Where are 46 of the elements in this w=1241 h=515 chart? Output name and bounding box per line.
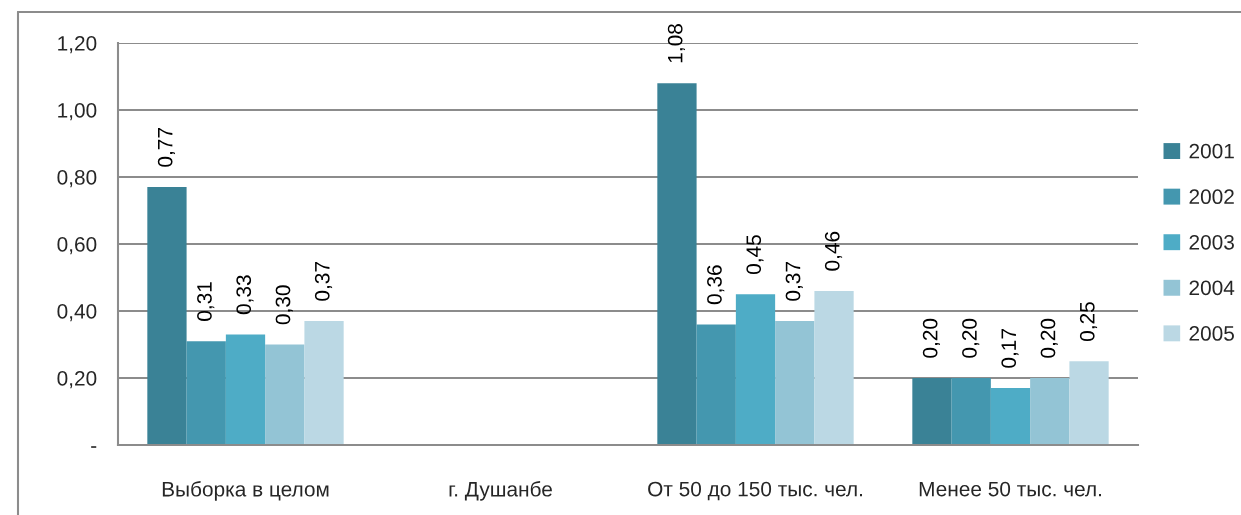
bar [225, 334, 266, 445]
data-label: 0,46 [824, 231, 843, 271]
data-label: 0,45 [746, 235, 764, 274]
legend-label: 2004 [1189, 280, 1235, 296]
bar [186, 341, 226, 445]
data-label: 0,20 [962, 318, 980, 358]
data-label: 0,25 [1079, 302, 1098, 341]
y-tick-label: 0,80 [57, 170, 97, 188]
x-tick-label: От 50 до 150 тыс. чел. [648, 481, 862, 501]
data-label: 0,77 [157, 128, 176, 167]
y-tick-label: 1,20 [58, 36, 97, 54]
bar [1030, 378, 1070, 445]
data-label: 0,37 [785, 262, 803, 301]
legend-label: 2001 [1189, 143, 1234, 159]
data-label: 0,20 [1040, 318, 1058, 358]
bar [657, 83, 697, 445]
data-label: 0,17 [1001, 329, 1019, 368]
y-tick-label: 0,60 [57, 237, 97, 255]
legend-label: 2002 [1189, 189, 1234, 205]
data-label: 1,08 [667, 24, 686, 63]
bar [990, 388, 1031, 445]
data-label: 0,31 [197, 282, 215, 321]
bar [147, 187, 187, 445]
data-label: 0,37 [314, 262, 333, 301]
x-tick-label: Выборка в целом [162, 481, 329, 501]
bar [735, 294, 776, 445]
x-tick-label: Менее 50 тыс. чел. [919, 481, 1101, 497]
y-tick-label: 0,40 [57, 304, 97, 322]
bar [696, 324, 736, 445]
data-label: 0,33 [236, 275, 254, 315]
bar [304, 321, 344, 445]
y-tick-label: 1,00 [58, 103, 97, 121]
bar [265, 344, 305, 445]
bar [951, 378, 991, 445]
bar [775, 321, 815, 445]
data-label: 0,30 [275, 285, 293, 325]
bar [912, 378, 952, 445]
y-tick-label: 0,20 [57, 371, 97, 389]
bar [1069, 361, 1109, 445]
data-label: 0,20 [922, 318, 941, 358]
x-tick-label: г. Душанбе [449, 481, 552, 501]
bar [814, 290, 854, 445]
legend-label: 2003 [1189, 234, 1234, 250]
y-tick-label: - [91, 446, 97, 448]
legend-label: 2005 [1189, 326, 1234, 341]
data-label: 0,36 [707, 265, 725, 305]
